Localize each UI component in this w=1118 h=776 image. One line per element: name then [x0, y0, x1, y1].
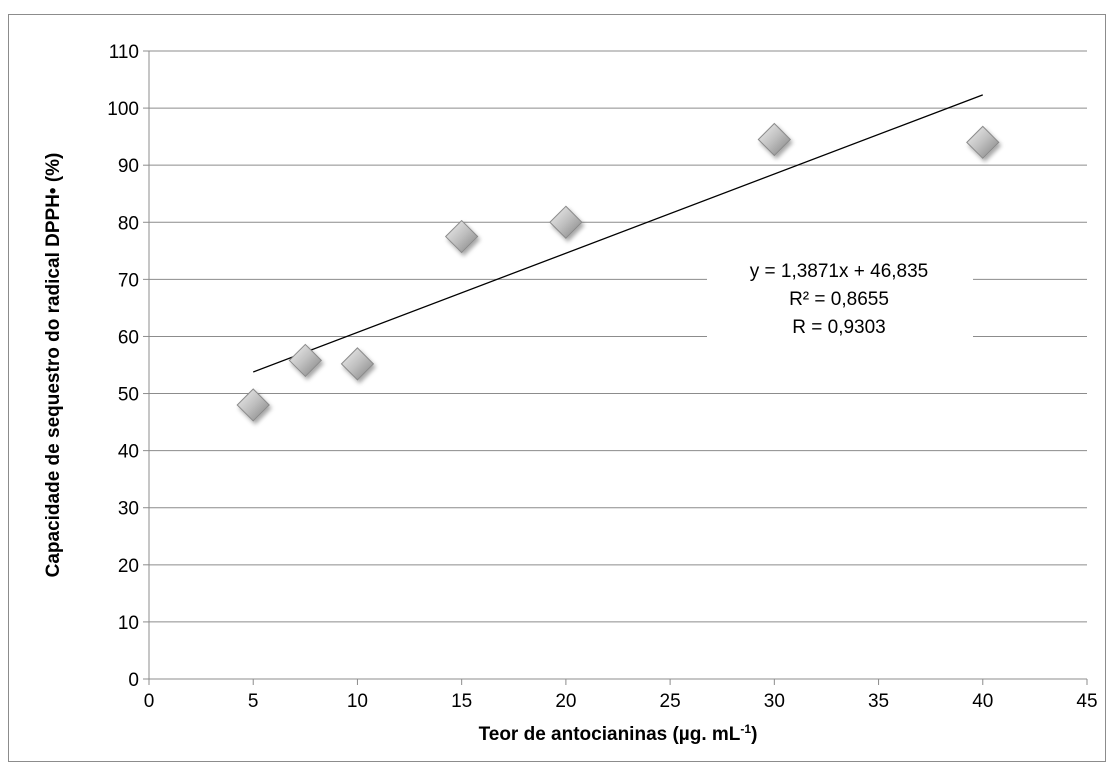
- r-squared-label: R² = 0,8655: [789, 289, 889, 310]
- y-tick-label: 40: [118, 442, 139, 463]
- annotation-background: [707, 255, 973, 339]
- data-point: [966, 125, 1000, 160]
- y-tick-label: 30: [118, 499, 139, 520]
- trendline: [252, 94, 984, 373]
- data-point: [340, 347, 375, 381]
- scatter-chart: 0 10 20 30 40 50 60 70 80 90 100 110 0 5 10 15 20 25 30 35 4…: [43, 42, 1098, 745]
- data-point: [236, 388, 270, 422]
- equation-label: y = 1,3871x + 46,835: [750, 261, 929, 282]
- y-tick-label: 100: [107, 99, 139, 120]
- x-tick-label: 0: [144, 691, 155, 712]
- data-point: [549, 205, 583, 239]
- x-axis-title-superscript: -1: [740, 722, 751, 736]
- y-tick-label: 20: [118, 556, 139, 577]
- y-tick-label: 110: [109, 42, 139, 63]
- y-tick-label: 90: [118, 156, 139, 177]
- gridlines: [149, 50, 1087, 623]
- data-points: [236, 122, 1000, 422]
- x-tick-label: 30: [764, 691, 785, 712]
- data-point: [444, 219, 479, 254]
- x-tick-label: 10: [347, 691, 368, 712]
- y-tick-label: 70: [118, 270, 139, 291]
- r-label: R = 0,9303: [792, 317, 886, 338]
- x-tick-label: 25: [660, 691, 681, 712]
- y-tick-label: 10: [118, 613, 139, 634]
- regression-annotation: y = 1,3871x + 46,835 R² = 0,8655 R = 0,9…: [707, 255, 973, 339]
- x-axis-title-suffix: ): [751, 724, 757, 745]
- y-tick-label: 50: [118, 385, 139, 406]
- x-tick-label: 35: [868, 691, 889, 712]
- data-point: [757, 122, 792, 157]
- x-tick-label: 20: [555, 691, 576, 712]
- x-tick-label: 15: [451, 691, 472, 712]
- trendline-group: [252, 94, 984, 373]
- axes: 0 10 20 30 40 50 60 70 80 90 100 110 0 5 10 15 20 25 30 35 4…: [107, 42, 1097, 712]
- y-axis-title: Capacidade de sequestro do radical DPPH•…: [43, 153, 64, 578]
- data-point: [288, 343, 323, 378]
- y-tick-label: 0: [128, 670, 139, 691]
- x-tick-label: 45: [1076, 691, 1097, 712]
- y-tick-label: 60: [118, 327, 139, 348]
- x-tick-label: 5: [248, 691, 259, 712]
- chart-area: 0 10 20 30 40 50 60 70 80 90 100 110 0 5 10 15 20 25 30 35 4…: [8, 14, 1106, 762]
- x-tick-label: 40: [972, 691, 993, 712]
- y-tick-label: 80: [118, 213, 139, 234]
- x-axis-title-main: Teor de antocianinas (µg. mL: [479, 724, 741, 745]
- x-axis-title: Teor de antocianinas (µg. mL-1): [479, 722, 758, 745]
